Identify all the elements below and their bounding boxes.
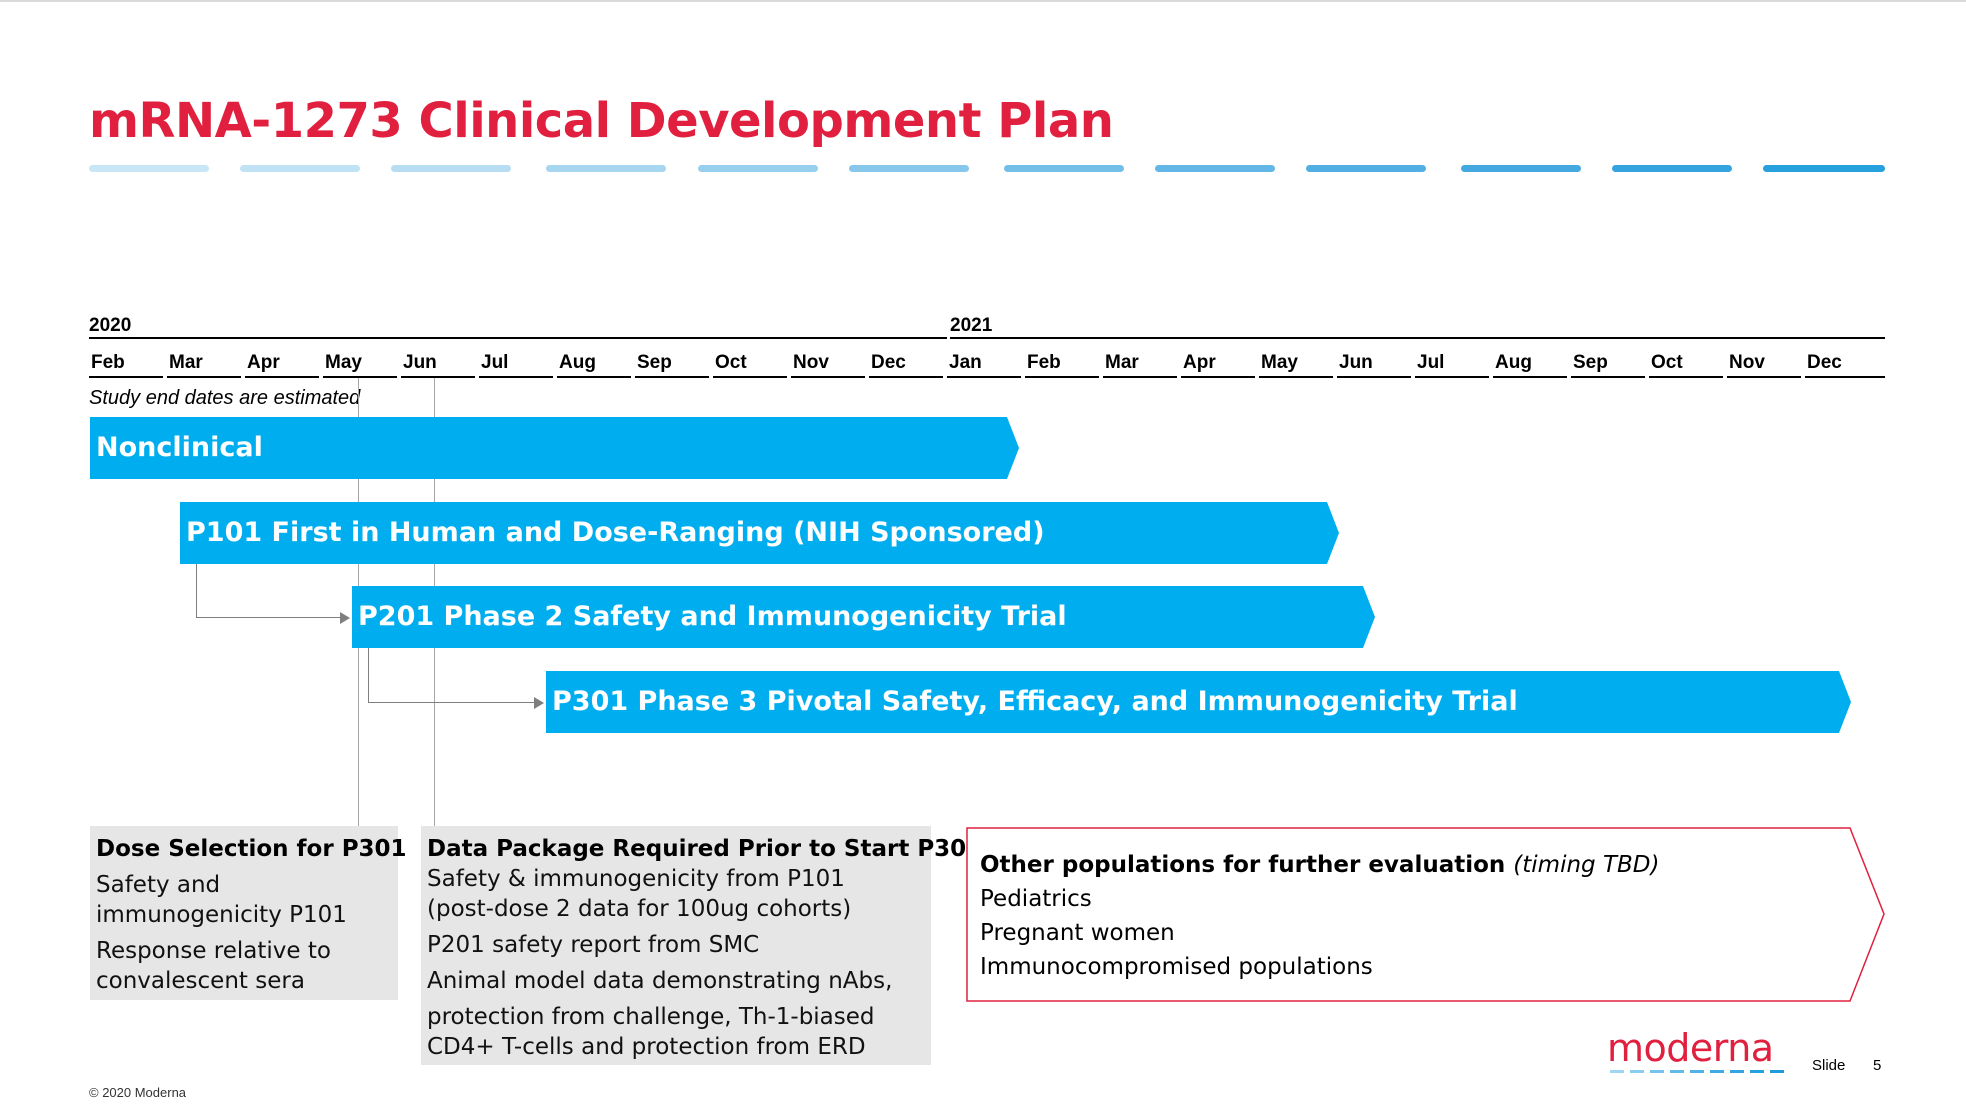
data-box-heading: Data Package Required Prior to Start P30…	[427, 836, 983, 862]
dose-box-line: convalescent sera	[96, 968, 305, 994]
other-box-item: Pediatrics	[980, 886, 1092, 912]
dash	[391, 165, 511, 172]
other-box-heading-text: Other populations for further evaluation	[980, 852, 1506, 878]
data-box-line: protection from challenge, Th-1-biased	[427, 1004, 875, 1030]
data-box-line: CD4+ T-cells and protection from ERD	[427, 1034, 866, 1060]
connector-p101-to-p201	[196, 564, 340, 618]
month-label: Jul	[479, 352, 553, 378]
month-label: Dec	[869, 352, 943, 378]
dash	[89, 165, 209, 172]
dash	[1763, 165, 1885, 172]
copyright: © 2020 Moderna	[89, 1085, 187, 1100]
month-label: Jun	[1337, 352, 1411, 378]
month-label: Sep	[635, 352, 709, 378]
dash	[849, 165, 969, 172]
data-box-line: Safety & immunogenicity from P101	[427, 866, 845, 892]
month-label: Mar	[167, 352, 241, 378]
dash	[1461, 165, 1581, 172]
month-label: Nov	[1727, 352, 1801, 378]
logo-underline-dashes	[1610, 1070, 1784, 1073]
year-2021-rule	[950, 337, 1885, 339]
dash	[1306, 165, 1426, 172]
other-box-heading-note: (timing TBD)	[1513, 852, 1660, 878]
data-package-box: Data Package Required Prior to Start P30…	[421, 826, 983, 1065]
bar-nonclinical: Nonclinical	[90, 417, 1019, 479]
month-label: Aug	[557, 352, 631, 378]
month-label: Oct	[713, 352, 787, 378]
dash	[1004, 165, 1124, 172]
other-populations-box: Other populations for further evaluation…	[980, 848, 1659, 984]
month-label: Feb	[89, 352, 163, 378]
month-label: Aug	[1493, 352, 1567, 378]
dose-selection-box: Dose Selection for P301 Safety and immun…	[90, 826, 407, 1000]
month-label: Dec	[1805, 352, 1885, 378]
month-label: Jan	[947, 352, 1021, 378]
month-label: Oct	[1649, 352, 1723, 378]
dose-box-line: immunogenicity P101	[96, 902, 347, 928]
month-label: Jul	[1415, 352, 1489, 378]
dash	[546, 165, 666, 172]
dash	[240, 165, 360, 172]
dose-box-heading: Dose Selection for P301	[96, 836, 407, 862]
other-box-item: Pregnant women	[980, 920, 1175, 946]
title-underline-dashes	[89, 165, 1885, 173]
dose-box-line: Response relative to	[96, 938, 331, 964]
year-2021-label: 2021	[950, 315, 993, 336]
dash	[1612, 165, 1732, 172]
month-label: Sep	[1571, 352, 1645, 378]
bar-p301: P301 Phase 3 Pivotal Safety, Efficacy, a…	[546, 671, 1851, 733]
other-box-heading: Other populations for further evaluation…	[980, 848, 1659, 882]
other-box-item: Immunocompromised populations	[980, 954, 1373, 980]
dash	[698, 165, 818, 172]
month-label: Apr	[1181, 352, 1255, 378]
arrow-icon	[340, 612, 350, 624]
year-2020-rule	[89, 337, 947, 339]
arrow-icon	[534, 697, 544, 709]
month-label: May	[1259, 352, 1333, 378]
data-box-line: Animal model data demonstrating nAbs,	[427, 968, 893, 994]
month-label: Jun	[401, 352, 475, 378]
year-2020-label: 2020	[89, 315, 132, 336]
bar-p101: P101 First in Human and Dose-Ranging (NI…	[180, 502, 1339, 564]
month-label: Mar	[1103, 352, 1177, 378]
slide-number: 5	[1873, 1057, 1882, 1074]
dose-box-line: Safety and	[96, 872, 221, 898]
month-label: Feb	[1025, 352, 1099, 378]
month-label: Nov	[791, 352, 865, 378]
month-label: May	[323, 352, 397, 378]
month-axis: Feb Mar Apr May Jun Jul Aug Sep Oct Nov …	[89, 352, 1885, 378]
connector-p201-to-p301	[368, 648, 534, 703]
page-title: mRNA-1273 Clinical Development Plan	[89, 93, 1114, 149]
data-box-line: (post-dose 2 data for 100ug cohorts)	[427, 896, 852, 922]
moderna-logo: moderna	[1607, 1026, 1774, 1070]
top-rule	[0, 0, 1966, 2]
bar-p201: P201 Phase 2 Safety and Immunogenicity T…	[352, 586, 1375, 648]
other-populations-outline	[966, 827, 1885, 1002]
slide-label: Slide	[1812, 1057, 1846, 1074]
dash	[1155, 165, 1275, 172]
data-box-line: P201 safety report from SMC	[427, 932, 760, 958]
timeline-note: Study end dates are estimated	[89, 387, 361, 409]
month-label: Apr	[245, 352, 319, 378]
